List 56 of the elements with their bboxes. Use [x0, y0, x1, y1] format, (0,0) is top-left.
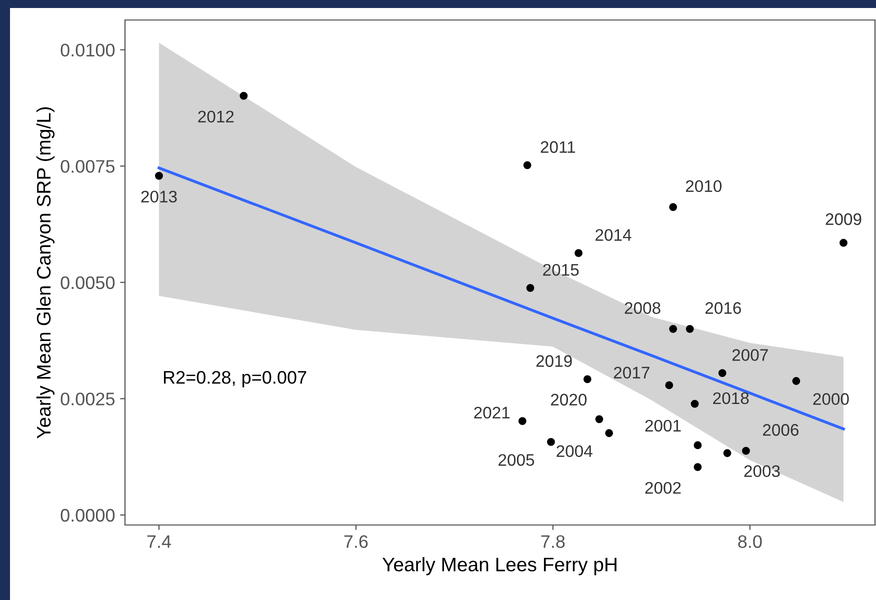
- annotation: 2001: [645, 420, 681, 432]
- point: [690, 400, 699, 408]
- annotation: 2019: [536, 355, 572, 367]
- point: [840, 238, 848, 247]
- annotation: 2005: [498, 454, 534, 466]
- point: [718, 369, 726, 378]
- point: [547, 438, 555, 446]
- x-tick-label: 7.6: [344, 535, 368, 548]
- y-tick-label: 0.0075: [60, 160, 115, 173]
- annotation: 2016: [705, 302, 741, 314]
- x-tick-label: 7.8: [541, 535, 565, 548]
- y-tick-label: 0.0050: [60, 276, 115, 290]
- annotation: 2018: [713, 392, 749, 404]
- x-axis-title: Yearly Mean Lees Ferry pH: [382, 557, 616, 576]
- point: [665, 381, 674, 390]
- point: [583, 375, 592, 384]
- point: [574, 249, 582, 258]
- annotation: 2021: [474, 406, 510, 419]
- point: [526, 284, 534, 292]
- x-tick-label: 7.4: [147, 535, 171, 548]
- annotation: 2017: [614, 366, 650, 379]
- point: [595, 415, 604, 424]
- annotation: 2020: [550, 394, 587, 406]
- x-tick-label: 8.0: [738, 535, 762, 548]
- point: [523, 161, 532, 170]
- point: [694, 463, 702, 472]
- annotation: 2008: [624, 302, 660, 314]
- y-tick-label: 0.0100: [60, 44, 115, 56]
- annotation: 2002: [645, 482, 681, 494]
- point: [518, 417, 526, 425]
- annotation: 2009: [826, 213, 862, 226]
- annotation: 2007: [732, 349, 768, 361]
- annotation: 2012: [198, 110, 234, 123]
- y-tick-label: 0.0000: [60, 508, 115, 522]
- point: [669, 324, 678, 333]
- y-axis-title: Yearly Mean Glen Canyon SRP (mg/L): [36, 107, 55, 439]
- y-tick-label: 0.0025: [60, 392, 115, 406]
- annotation: 2004: [556, 445, 592, 458]
- annotation: 2006: [763, 424, 799, 436]
- point: [240, 92, 248, 100]
- point: [605, 429, 614, 438]
- point: [723, 449, 732, 458]
- annotation: 2013: [141, 190, 177, 203]
- annotation: 2011: [540, 141, 575, 153]
- annotation: 2014: [596, 229, 632, 241]
- annotation: 2000: [813, 393, 849, 405]
- point: [686, 324, 694, 333]
- annotation: 2003: [744, 465, 780, 478]
- point: [155, 172, 163, 180]
- annotation: R2=0.28, p=0.007: [164, 370, 306, 388]
- point: [742, 446, 750, 455]
- annotation: 2010: [686, 180, 722, 192]
- point: [694, 441, 702, 450]
- point: [669, 203, 678, 211]
- point: [792, 377, 800, 385]
- annotation: 2015: [543, 264, 579, 276]
